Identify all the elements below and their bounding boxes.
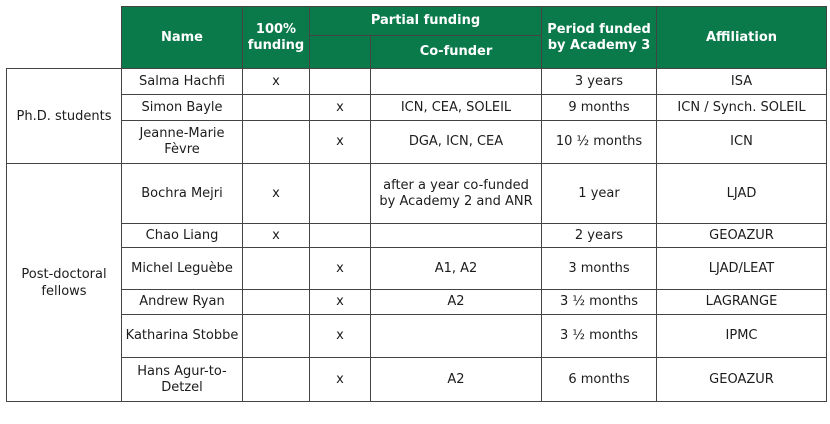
cell-partial: x	[309, 314, 371, 358]
header-full-funding: 100% funding	[242, 6, 310, 69]
table-row: Michel Leguèbe x A1, A2 3 months LJAD/LE…	[7, 247, 827, 290]
header-partial-blank	[309, 35, 371, 69]
cell-partial: x	[309, 94, 371, 121]
cell-full	[242, 357, 310, 402]
header-blank-corner	[7, 7, 122, 69]
cell-affiliation: GEOAZUR	[656, 357, 827, 402]
cell-period: 1 year	[541, 163, 657, 224]
cell-affiliation: GEOAZUR	[656, 223, 827, 248]
cell-affiliation: LJAD/LEAT	[656, 247, 827, 290]
cell-partial	[309, 223, 371, 248]
cell-name: Chao Liang	[121, 223, 243, 248]
cell-name: Bochra Mejri	[121, 163, 243, 224]
table-row: Ph.D. students Salma Hachfi x 3 years IS…	[6, 68, 827, 164]
header-name: Name	[121, 6, 243, 69]
header-cofunder: Co-funder	[370, 35, 542, 69]
cell-partial: x	[309, 289, 371, 315]
cell-cofunder	[370, 68, 542, 95]
cell-full	[242, 94, 310, 121]
cell-partial	[309, 68, 371, 95]
cell-period: 10 ½ months	[541, 120, 657, 164]
table-row: Post-doctoral fellows Bochra Mejri x aft…	[6, 163, 827, 402]
header-partial-funding: Partial funding	[309, 6, 542, 36]
cell-affiliation: ISA	[656, 68, 827, 95]
cell-cofunder: DGA, ICN, CEA	[370, 120, 542, 164]
cell-cofunder: after a year co-funded by Academy 2 and …	[370, 163, 542, 224]
cell-affiliation: ICN	[656, 120, 827, 164]
cell-partial: x	[309, 120, 371, 164]
cell-full	[242, 120, 310, 164]
cell-name: Hans Agur-to-Detzel	[121, 357, 243, 402]
cell-full	[242, 289, 310, 315]
table-row: Andrew Ryan x A2 3 ½ months LAGRANGE	[7, 289, 827, 315]
cell-name: Salma Hachfi	[121, 68, 243, 95]
cell-partial: x	[309, 247, 371, 290]
cell-full: x	[242, 163, 310, 224]
cell-affiliation: LAGRANGE	[656, 289, 827, 315]
cell-affiliation: IPMC	[656, 314, 827, 358]
cell-cofunder: ICN, CEA, SOLEIL	[370, 94, 542, 121]
cell-period: 9 months	[541, 94, 657, 121]
cell-name: Michel Leguèbe	[121, 247, 243, 290]
cell-full	[242, 314, 310, 358]
category-postdoc: Post-doctoral fellows	[6, 163, 122, 402]
cell-cofunder: A2	[370, 357, 542, 402]
cell-period: 2 years	[541, 223, 657, 248]
cell-partial	[309, 163, 371, 224]
table-row: Chao Liang x 2 years GEOAZUR	[7, 223, 827, 248]
cell-partial: x	[309, 357, 371, 402]
header-affiliation: Affiliation	[656, 6, 827, 69]
cell-full: x	[242, 68, 310, 95]
cell-name: Andrew Ryan	[121, 289, 243, 315]
cell-affiliation: LJAD	[656, 163, 827, 224]
funding-table: Name 100% funding Partial funding Period…	[6, 6, 827, 402]
cell-cofunder	[370, 314, 542, 358]
table-row: Hans Agur-to-Detzel x A2 6 months GEOAZU…	[7, 357, 827, 402]
cell-period: 3 years	[541, 68, 657, 95]
cell-full: x	[242, 223, 310, 248]
cell-affiliation: ICN / Synch. SOLEIL	[656, 94, 827, 121]
cell-cofunder	[370, 223, 542, 248]
cell-cofunder: A2	[370, 289, 542, 315]
cell-period: 3 ½ months	[541, 314, 657, 358]
cell-full	[242, 247, 310, 290]
header-period: Period funded by Academy 3	[541, 6, 657, 69]
table-row: Simon Bayle x ICN, CEA, SOLEIL 9 months …	[7, 94, 827, 121]
category-phd: Ph.D. students	[6, 68, 122, 164]
cell-cofunder: A1, A2	[370, 247, 542, 290]
table-row: Jeanne-Marie Fèvre x DGA, ICN, CEA 10 ½ …	[7, 120, 827, 164]
cell-period: 3 months	[541, 247, 657, 290]
cell-period: 6 months	[541, 357, 657, 402]
cell-name: Jeanne-Marie Fèvre	[121, 120, 243, 164]
table-row: Katharina Stobbe x 3 ½ months IPMC	[7, 314, 827, 358]
cell-name: Katharina Stobbe	[121, 314, 243, 358]
cell-period: 3 ½ months	[541, 289, 657, 315]
cell-name: Simon Bayle	[121, 94, 243, 121]
